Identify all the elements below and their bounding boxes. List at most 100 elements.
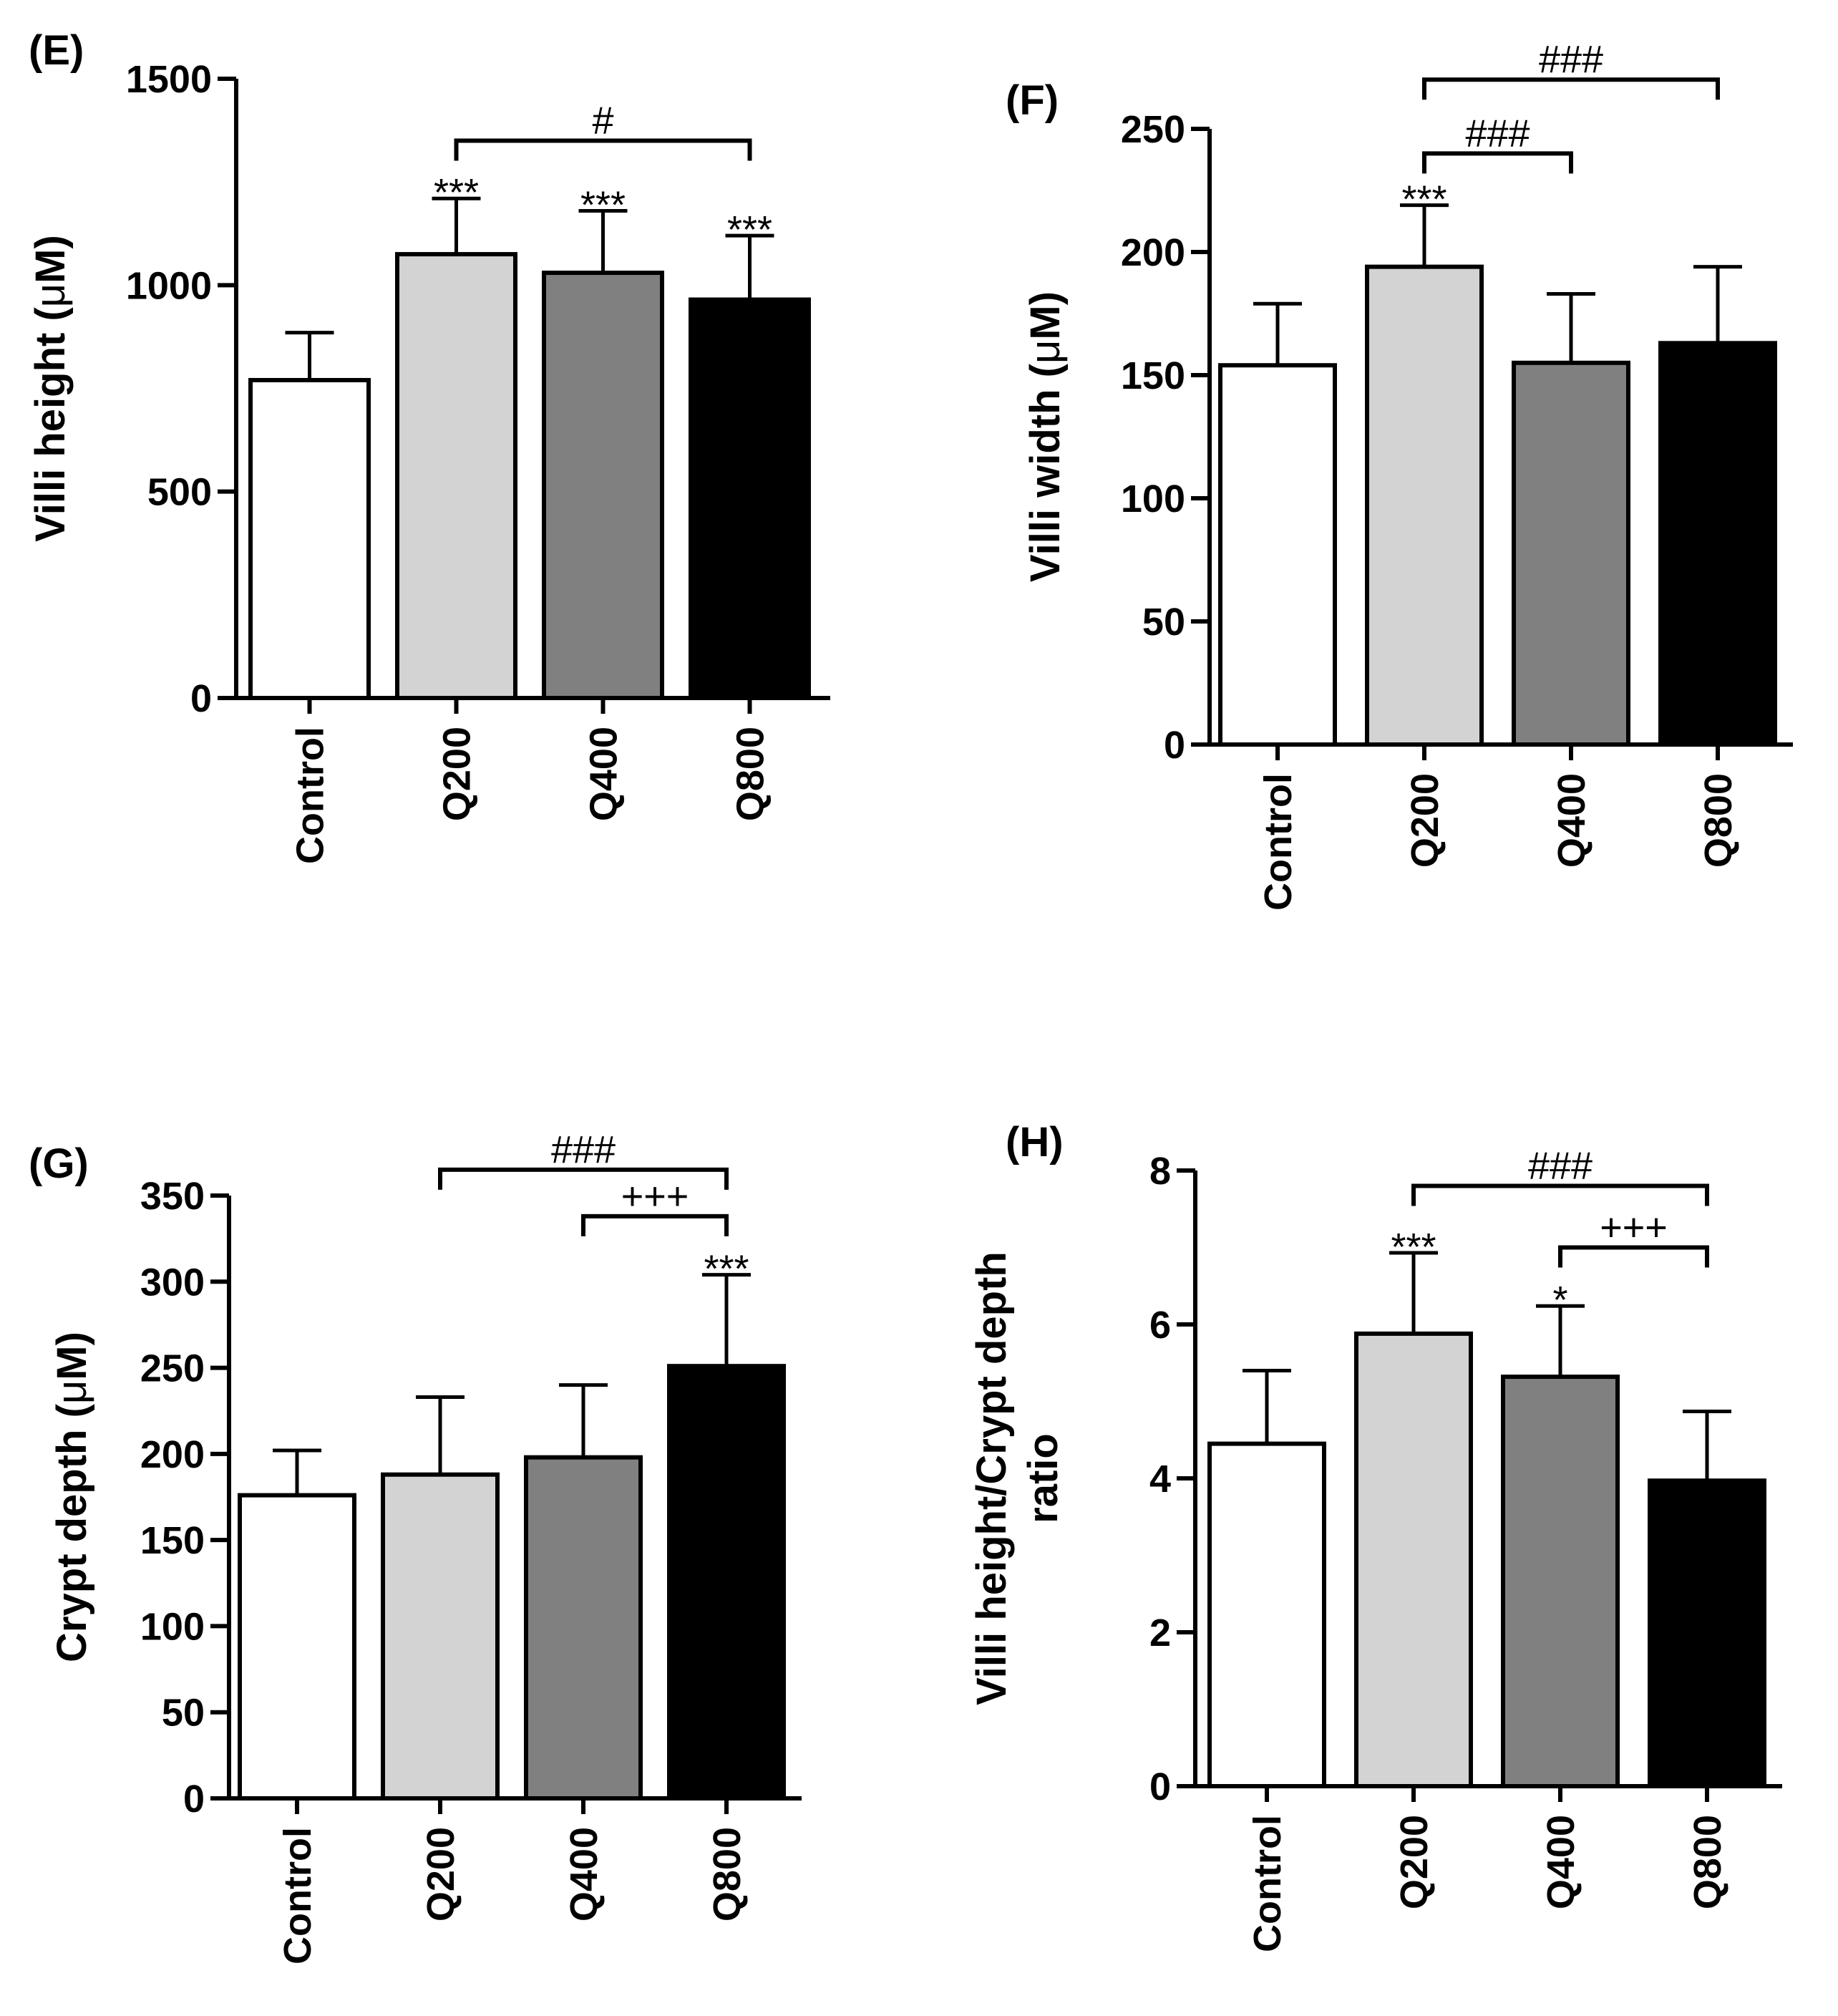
y-axis-title-line: ratio bbox=[1020, 1433, 1066, 1523]
x-category-label: Q200 bbox=[419, 1827, 462, 1922]
bracket-label: ### bbox=[1528, 1145, 1593, 1188]
y-axis-title-line: Villi height/Crypt depth bbox=[968, 1251, 1015, 1705]
x-category-label: Q200 bbox=[436, 727, 479, 821]
bracket-label: # bbox=[592, 100, 613, 142]
significance-stars: *** bbox=[580, 184, 626, 227]
bracket-label: ### bbox=[1539, 38, 1603, 81]
x-category-label: Q400 bbox=[1550, 773, 1593, 868]
bar-control bbox=[238, 1493, 356, 1801]
x-category-label: Q400 bbox=[1540, 1815, 1582, 1909]
y-axis-title-part: M) bbox=[27, 235, 74, 284]
y-tick-label: 0 bbox=[1149, 1765, 1171, 1808]
y-tick-label: 2 bbox=[1149, 1612, 1171, 1654]
y-tick-label: 200 bbox=[1121, 231, 1185, 274]
x-category-label: Q200 bbox=[1404, 773, 1446, 868]
panel-label: (H) bbox=[1006, 1119, 1064, 1166]
significance-stars: *** bbox=[1401, 178, 1446, 221]
chart-panel-g: (G) 0 50 100 150 200 250 300 350 Crypt depth (μM)… bbox=[29, 1128, 802, 1964]
chart-panel-h: (H) 0 2 4 6 8 Villi height/Crypt depth ratio Con… bbox=[968, 1119, 1782, 1952]
y-axis-title-part: M) bbox=[1022, 291, 1069, 340]
y-tick-label: 50 bbox=[1142, 601, 1185, 644]
bar-control bbox=[248, 377, 371, 700]
y-axis-title: Villi height (μM) bbox=[27, 235, 74, 542]
y-axis-title-part: μ bbox=[1022, 340, 1069, 364]
bar-q400 bbox=[1512, 360, 1630, 747]
comparison-bracket bbox=[1422, 77, 1720, 100]
comparison-bracket bbox=[581, 1213, 729, 1236]
bar-q400 bbox=[542, 271, 664, 700]
y-tick-label: 0 bbox=[183, 1778, 205, 1821]
bar-q800 bbox=[1648, 1478, 1766, 1789]
comparison-bracket bbox=[454, 138, 752, 161]
significance-stars: * bbox=[1552, 1279, 1567, 1322]
chart-panel-e: (E) 0 500 1000 1500 Villi height (μM) Control Q… bbox=[27, 27, 830, 864]
bar-q800 bbox=[1658, 341, 1777, 747]
bar-q400 bbox=[1501, 1375, 1620, 1788]
comparison-bracket bbox=[1411, 1183, 1709, 1206]
significance-stars: *** bbox=[704, 1248, 749, 1291]
y-axis-title-part: M) bbox=[49, 1332, 95, 1380]
y-tick-label: 100 bbox=[1121, 478, 1185, 520]
y-axis-title-part: μ bbox=[49, 1380, 95, 1404]
y-tick-label: 6 bbox=[1149, 1304, 1171, 1347]
y-tick-label: 4 bbox=[1149, 1458, 1171, 1501]
y-tick-label: 350 bbox=[140, 1175, 205, 1218]
x-category-label: Q800 bbox=[1686, 1815, 1729, 1909]
comparison-bracket bbox=[1422, 151, 1573, 174]
y-tick-label: 0 bbox=[190, 677, 212, 720]
y-tick-label: 150 bbox=[1121, 354, 1185, 397]
y-tick-label: 500 bbox=[147, 471, 212, 514]
chart-panel-f: (F) 0 50 100 150 200 250 Villi width (μM) Contro… bbox=[1006, 38, 1793, 911]
panel-label: (G) bbox=[29, 1140, 89, 1187]
y-tick-label: 250 bbox=[1121, 108, 1185, 151]
panel-label: (F) bbox=[1006, 77, 1059, 124]
bar-q800 bbox=[667, 1364, 786, 1801]
y-tick-label: 1500 bbox=[126, 58, 212, 101]
significance-stars: *** bbox=[1391, 1226, 1436, 1269]
y-tick-label: 250 bbox=[140, 1347, 205, 1390]
panel-label: (E) bbox=[29, 27, 84, 74]
x-category-label: Q400 bbox=[583, 727, 626, 821]
x-category-label: Q800 bbox=[729, 727, 772, 821]
x-category-label: Control bbox=[289, 727, 332, 864]
x-category-label: Q800 bbox=[1697, 773, 1740, 868]
y-axis-title-part: Crypt depth ( bbox=[49, 1403, 95, 1662]
comparison-bracket bbox=[1558, 1245, 1709, 1268]
significance-stars: *** bbox=[434, 171, 479, 214]
x-category-label: Q200 bbox=[1393, 1815, 1436, 1909]
y-axis-title: Villi width (μM) bbox=[1022, 291, 1069, 582]
bar-q400 bbox=[524, 1455, 643, 1801]
bracket-label: ### bbox=[1465, 112, 1530, 155]
bar-q200 bbox=[381, 1472, 500, 1801]
x-category-label: Q800 bbox=[706, 1827, 749, 1922]
y-axis-title-part: μ bbox=[27, 284, 74, 307]
y-tick-label: 1000 bbox=[126, 264, 212, 307]
bracket-label: ### bbox=[551, 1128, 616, 1171]
y-tick-label: 200 bbox=[140, 1433, 205, 1476]
y-axis-title-part: Villi width ( bbox=[1022, 363, 1069, 582]
y-axis-title: Crypt depth (μM) bbox=[49, 1332, 95, 1662]
bar-control bbox=[1218, 363, 1337, 747]
bar-q800 bbox=[689, 297, 811, 700]
bar-q200 bbox=[1354, 1331, 1473, 1788]
x-category-label: Control bbox=[1246, 1815, 1289, 1952]
bar-q200 bbox=[395, 252, 517, 701]
x-category-label: Q400 bbox=[563, 1827, 606, 1922]
y-tick-label: 150 bbox=[140, 1519, 205, 1562]
y-axis-title: Villi height/Crypt depth ratio bbox=[968, 1251, 1066, 1705]
x-category-label: Control bbox=[1257, 773, 1300, 911]
y-tick-label: 8 bbox=[1149, 1150, 1171, 1193]
bracket-label: +++ bbox=[1600, 1206, 1668, 1249]
bar-control bbox=[1207, 1441, 1326, 1788]
y-tick-label: 0 bbox=[1164, 724, 1185, 767]
bar-q200 bbox=[1365, 264, 1484, 747]
y-tick-label: 50 bbox=[162, 1692, 205, 1735]
y-tick-label: 300 bbox=[140, 1261, 205, 1304]
y-tick-label: 100 bbox=[140, 1605, 205, 1648]
y-axis-title-part: Villi height ( bbox=[27, 307, 74, 542]
significance-stars: *** bbox=[727, 208, 772, 251]
bracket-label: +++ bbox=[621, 1175, 689, 1218]
comparison-bracket bbox=[438, 1167, 729, 1190]
x-category-label: Control bbox=[276, 1827, 319, 1964]
